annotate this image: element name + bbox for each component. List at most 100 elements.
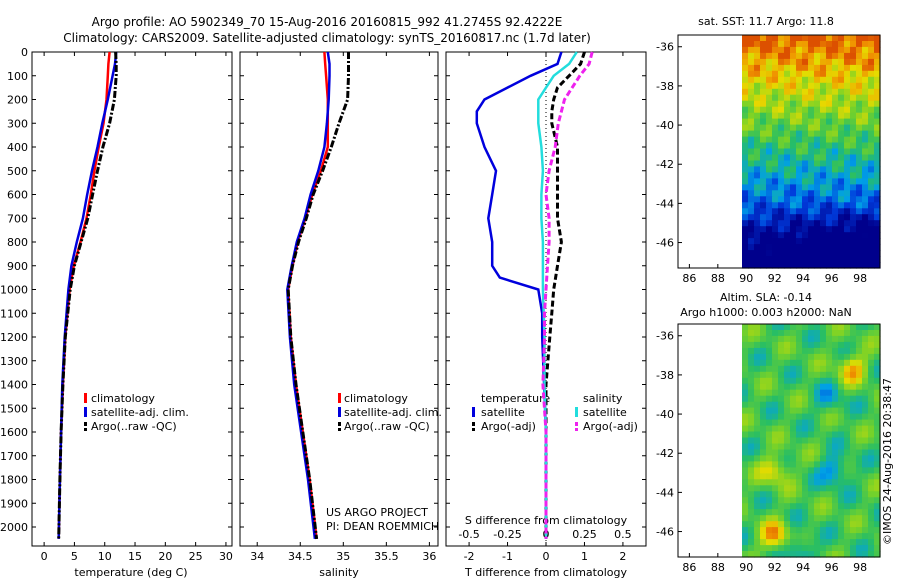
sst-cell xyxy=(850,184,857,191)
sla-cell xyxy=(862,479,869,486)
sst-cell xyxy=(856,148,863,156)
sla-cell xyxy=(772,425,779,433)
sla-cell xyxy=(790,515,797,522)
sst-cell xyxy=(856,172,863,179)
sla-cell xyxy=(874,479,881,486)
sla-cell xyxy=(832,431,839,439)
sla-cell xyxy=(814,527,821,534)
sla-cell xyxy=(844,365,851,373)
sla-cell xyxy=(838,407,845,415)
sla-cell xyxy=(820,371,827,379)
sla-cell xyxy=(742,485,749,492)
sla-cell xyxy=(802,539,809,546)
sst-cell xyxy=(874,100,881,108)
sst-cell xyxy=(742,148,749,156)
sst-cell xyxy=(784,262,791,269)
sst-cell xyxy=(796,112,803,120)
sst-cell xyxy=(784,184,791,191)
sst-cell xyxy=(766,106,773,114)
sla-cell xyxy=(832,359,839,367)
sst-cell xyxy=(784,70,791,78)
sla-cell xyxy=(856,401,863,409)
sst-cell xyxy=(850,58,857,66)
sla-cell xyxy=(790,443,797,451)
sst-cell xyxy=(814,136,821,144)
sla-cell xyxy=(874,461,881,468)
sst-cell xyxy=(772,244,779,251)
sst-cell xyxy=(808,190,815,197)
sst-cell xyxy=(742,196,749,203)
sla-cell xyxy=(796,539,803,546)
sla-cell xyxy=(838,324,845,331)
sst-cell xyxy=(748,220,755,227)
sla-cell xyxy=(868,461,875,468)
sla-cell xyxy=(838,365,845,373)
s-tick-label: -0.5 xyxy=(458,528,479,541)
sla-cell xyxy=(844,503,851,510)
sst-cell xyxy=(748,41,755,48)
sla-cell xyxy=(772,527,779,534)
sla-cell xyxy=(868,449,875,457)
sst-cell xyxy=(802,124,809,132)
sla-cell xyxy=(832,407,839,415)
sst-cell xyxy=(838,142,845,150)
sla-cell xyxy=(832,461,839,468)
sst-cell xyxy=(772,82,779,90)
sla-cell xyxy=(832,395,839,403)
sst-cell xyxy=(838,70,845,78)
sla-cell xyxy=(802,467,809,474)
map-x-tick-label: 94 xyxy=(796,561,810,574)
legend-swatch-argo-a xyxy=(338,422,341,426)
sst-cell xyxy=(826,262,833,269)
sst-cell xyxy=(814,106,821,114)
sst-cell xyxy=(856,142,863,150)
sst-cell xyxy=(766,46,773,54)
sla-cell xyxy=(844,473,851,480)
sst-cell xyxy=(874,208,881,215)
sla-cell xyxy=(826,425,833,433)
sst-cell xyxy=(862,184,869,191)
sla-cell xyxy=(814,455,821,462)
sst-cell xyxy=(802,214,809,221)
sst-cell xyxy=(862,244,869,251)
sst-cell xyxy=(826,154,833,162)
sst-cell xyxy=(742,35,749,42)
sla-cell xyxy=(862,539,869,546)
sst-cell xyxy=(826,172,833,179)
sla-cell xyxy=(874,383,881,391)
sst-cell xyxy=(742,41,749,48)
sst-cell xyxy=(754,136,761,144)
sla-cell xyxy=(760,347,767,355)
sla-cell xyxy=(790,467,797,474)
sla-cell xyxy=(748,497,755,504)
sst-cell xyxy=(814,70,821,78)
sst-cell xyxy=(778,46,785,54)
sst-cell xyxy=(790,202,797,209)
sst-cell xyxy=(790,64,797,72)
sla-cell xyxy=(748,425,755,433)
sst-cell xyxy=(772,106,779,114)
sla-cell xyxy=(772,431,779,439)
sst-cell xyxy=(748,136,755,144)
sla-cell xyxy=(814,551,821,558)
sla-cell xyxy=(856,551,863,558)
sla-cell xyxy=(742,401,749,409)
sla-cell xyxy=(850,497,857,504)
sla-cell xyxy=(856,455,863,462)
sst-cell xyxy=(874,124,881,132)
sla-cell xyxy=(856,509,863,516)
map-y-tick-label: -38 xyxy=(656,80,674,93)
sla-cell xyxy=(838,413,845,421)
sla-cell xyxy=(772,413,779,421)
sst-cell xyxy=(772,70,779,78)
sst-cell xyxy=(868,82,875,90)
sst-cell xyxy=(850,76,857,84)
sla-cell xyxy=(856,467,863,474)
sst-cell xyxy=(874,178,881,185)
sla-cell xyxy=(874,377,881,385)
sla-cell xyxy=(796,503,803,510)
sla-cell xyxy=(784,324,791,331)
sst-cell xyxy=(844,88,851,96)
sla-cell xyxy=(748,509,755,516)
sla-cell xyxy=(742,341,749,349)
